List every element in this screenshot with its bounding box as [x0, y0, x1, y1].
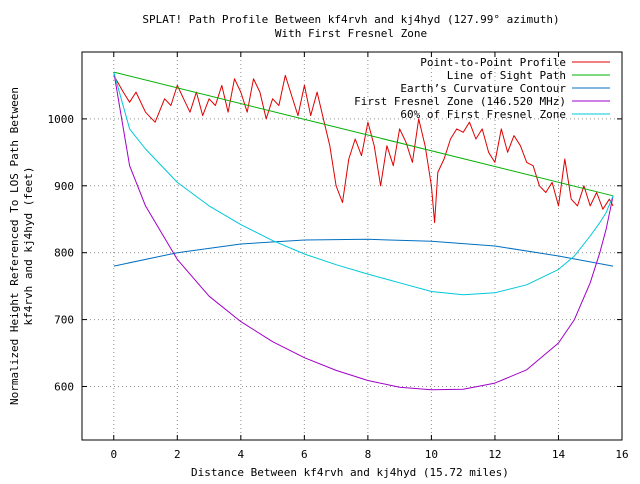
- series-line-60-of-first-fresnel-zone: [113, 71, 614, 296]
- series-line-first-fresnel-zone-146-520-mhz: [113, 72, 614, 391]
- legend-label: 60% of First Fresnel Zone: [400, 108, 566, 121]
- x-axis-label: Distance Between kf4rvh and kj4hyd (15.7…: [191, 466, 509, 479]
- x-tick-label: 0: [110, 448, 117, 461]
- x-tick-label: 2: [174, 448, 181, 461]
- x-tick-label: 4: [238, 448, 245, 461]
- y-axis-label-line2: kf4rvh and kj4hyd (feet): [22, 167, 35, 326]
- plot-border: [81, 51, 623, 441]
- y-tick-label: 600: [54, 380, 74, 393]
- x-tick-label: 12: [488, 448, 501, 461]
- y-tick-label: 700: [54, 314, 74, 327]
- y-tick-label: 800: [54, 247, 74, 260]
- series-layer: [113, 71, 614, 391]
- tick-layer: 0 2 4 6 8 10 12 14 16 600 700 800 900 1000: [48, 52, 629, 461]
- y-tick-label: 1000: [48, 113, 75, 126]
- series-line-point-to-point-profile: [113, 74, 614, 224]
- x-tick-label: 10: [425, 448, 438, 461]
- legend-label: First Fresnel Zone (146.520 MHz): [354, 95, 566, 108]
- grid-layer: [82, 52, 622, 440]
- legend-label: Line of Sight Path: [447, 69, 566, 82]
- y-tick-label: 900: [54, 180, 74, 193]
- y-axis-label-line1: Normalized Height Referenced To LOS Path…: [8, 87, 21, 405]
- legend-label: Earth’s Curvature Contour: [400, 82, 566, 95]
- x-tick-label: 16: [615, 448, 628, 461]
- legend-label: Point-to-Point Profile: [420, 56, 566, 69]
- series-line-earth-s-curvature-contour: [113, 238, 614, 267]
- chart-title: SPLAT! Path Profile Between kf4rvh and k…: [142, 13, 559, 26]
- chart-subtitle: With First Fresnel Zone: [275, 27, 427, 40]
- x-tick-label: 14: [552, 448, 566, 461]
- x-tick-label: 6: [301, 448, 308, 461]
- series-line-line-of-sight-path: [113, 71, 614, 197]
- x-tick-label: 8: [365, 448, 372, 461]
